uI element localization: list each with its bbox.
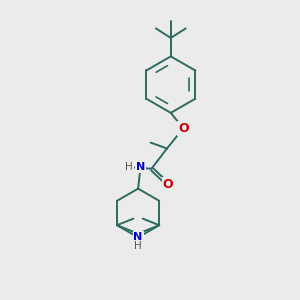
Text: H: H <box>125 162 133 172</box>
Text: H: H <box>134 241 142 251</box>
Text: O: O <box>178 122 189 135</box>
Text: N: N <box>136 162 145 172</box>
Text: N: N <box>134 232 143 242</box>
Text: O: O <box>163 178 173 191</box>
